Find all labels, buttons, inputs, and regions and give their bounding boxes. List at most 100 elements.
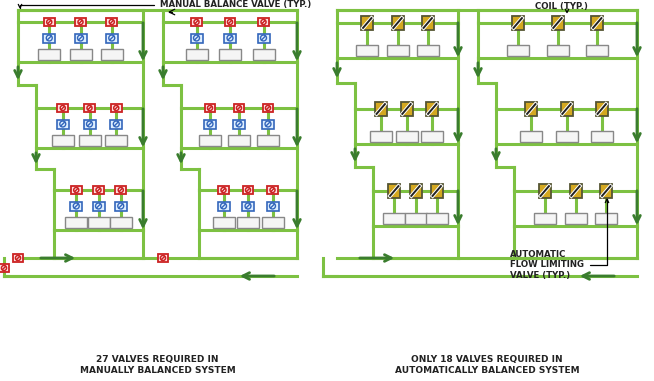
Circle shape (74, 187, 78, 192)
FancyBboxPatch shape (586, 45, 608, 56)
FancyBboxPatch shape (205, 104, 215, 112)
Text: COIL (TYP.): COIL (TYP.) (535, 2, 588, 13)
FancyBboxPatch shape (243, 186, 253, 194)
Circle shape (245, 203, 251, 209)
FancyBboxPatch shape (252, 48, 275, 59)
FancyBboxPatch shape (224, 34, 236, 43)
Circle shape (118, 203, 124, 209)
FancyBboxPatch shape (417, 45, 439, 56)
FancyBboxPatch shape (158, 254, 168, 262)
Text: 27 VALVES REQUIRED IN
MANUALLY BALANCED SYSTEM: 27 VALVES REQUIRED IN MANUALLY BALANCED … (80, 355, 235, 375)
Circle shape (46, 35, 52, 41)
Circle shape (194, 35, 199, 41)
FancyBboxPatch shape (262, 216, 283, 227)
FancyBboxPatch shape (12, 254, 24, 262)
FancyBboxPatch shape (356, 45, 378, 56)
FancyBboxPatch shape (58, 104, 68, 112)
FancyBboxPatch shape (88, 216, 109, 227)
FancyBboxPatch shape (375, 102, 387, 116)
FancyBboxPatch shape (263, 104, 273, 112)
Circle shape (160, 256, 165, 261)
FancyBboxPatch shape (44, 18, 55, 26)
Circle shape (260, 35, 266, 41)
FancyBboxPatch shape (421, 131, 443, 141)
FancyBboxPatch shape (233, 120, 245, 128)
FancyBboxPatch shape (219, 48, 241, 59)
FancyBboxPatch shape (258, 18, 269, 26)
FancyBboxPatch shape (93, 186, 104, 194)
FancyBboxPatch shape (257, 134, 279, 146)
FancyBboxPatch shape (191, 18, 202, 26)
FancyBboxPatch shape (110, 216, 131, 227)
FancyBboxPatch shape (507, 45, 528, 56)
FancyBboxPatch shape (78, 134, 101, 146)
FancyBboxPatch shape (224, 18, 235, 26)
FancyBboxPatch shape (426, 102, 438, 116)
FancyBboxPatch shape (534, 213, 556, 224)
Circle shape (227, 35, 233, 41)
FancyBboxPatch shape (186, 48, 207, 59)
FancyBboxPatch shape (75, 18, 86, 26)
FancyBboxPatch shape (361, 16, 373, 30)
FancyBboxPatch shape (228, 134, 250, 146)
FancyBboxPatch shape (387, 45, 409, 56)
FancyBboxPatch shape (204, 120, 216, 128)
FancyBboxPatch shape (266, 202, 279, 210)
Circle shape (266, 106, 271, 110)
FancyBboxPatch shape (551, 16, 564, 30)
FancyBboxPatch shape (564, 213, 587, 224)
FancyBboxPatch shape (105, 134, 128, 146)
FancyBboxPatch shape (591, 131, 613, 141)
FancyBboxPatch shape (525, 102, 537, 116)
FancyBboxPatch shape (218, 186, 229, 194)
FancyBboxPatch shape (84, 104, 95, 112)
FancyBboxPatch shape (388, 184, 400, 198)
FancyBboxPatch shape (218, 202, 230, 210)
Circle shape (245, 187, 250, 192)
FancyBboxPatch shape (555, 131, 577, 141)
Circle shape (78, 35, 84, 41)
Circle shape (228, 19, 233, 24)
FancyBboxPatch shape (115, 186, 126, 194)
FancyBboxPatch shape (233, 104, 245, 112)
FancyBboxPatch shape (107, 18, 117, 26)
Circle shape (73, 203, 79, 209)
Circle shape (270, 187, 275, 192)
Circle shape (109, 35, 114, 41)
Circle shape (86, 121, 92, 127)
FancyBboxPatch shape (426, 213, 448, 224)
FancyBboxPatch shape (520, 131, 542, 141)
FancyBboxPatch shape (213, 216, 235, 227)
Circle shape (1, 266, 7, 271)
FancyBboxPatch shape (111, 120, 122, 128)
FancyBboxPatch shape (190, 34, 203, 43)
Text: ONLY 18 VALVES REQUIRED IN
AUTOMATICALLY BALANCED SYSTEM: ONLY 18 VALVES REQUIRED IN AUTOMATICALLY… (394, 355, 579, 375)
FancyBboxPatch shape (71, 186, 82, 194)
FancyBboxPatch shape (595, 213, 617, 224)
FancyBboxPatch shape (111, 104, 122, 112)
FancyBboxPatch shape (560, 102, 572, 116)
FancyBboxPatch shape (511, 16, 524, 30)
FancyBboxPatch shape (199, 134, 221, 146)
FancyBboxPatch shape (65, 216, 87, 227)
FancyBboxPatch shape (596, 102, 608, 116)
FancyBboxPatch shape (38, 48, 60, 59)
FancyBboxPatch shape (422, 16, 434, 30)
Text: MANUAL BALANCE VALVE (TYP.): MANUAL BALANCE VALVE (TYP.) (18, 0, 311, 10)
Circle shape (221, 187, 226, 192)
FancyBboxPatch shape (396, 131, 417, 141)
FancyBboxPatch shape (262, 120, 274, 128)
Circle shape (113, 121, 119, 127)
FancyBboxPatch shape (405, 213, 426, 224)
FancyBboxPatch shape (75, 34, 86, 43)
FancyBboxPatch shape (114, 202, 127, 210)
Circle shape (60, 121, 65, 127)
FancyBboxPatch shape (92, 202, 105, 210)
FancyBboxPatch shape (242, 202, 254, 210)
FancyBboxPatch shape (237, 216, 259, 227)
Circle shape (87, 106, 92, 110)
FancyBboxPatch shape (383, 213, 405, 224)
FancyBboxPatch shape (0, 264, 9, 272)
FancyBboxPatch shape (84, 120, 95, 128)
Circle shape (16, 256, 20, 261)
